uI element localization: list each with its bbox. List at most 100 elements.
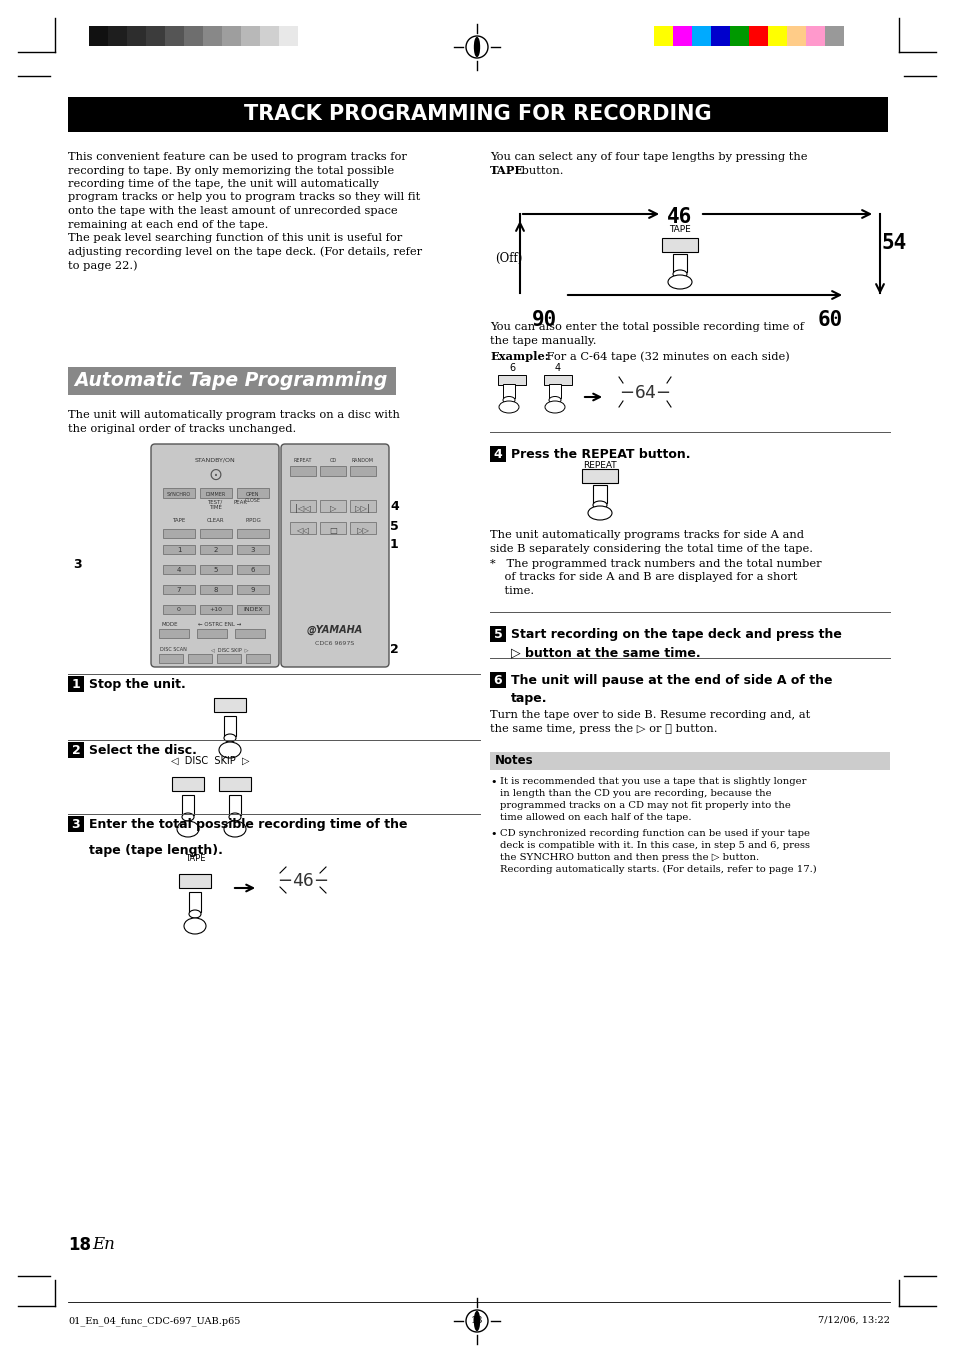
Text: to page 22.): to page 22.) — [68, 259, 137, 270]
Bar — [68, 816, 84, 832]
Text: $-$64$-$: $-$64$-$ — [618, 384, 670, 403]
Bar — [490, 753, 889, 770]
Ellipse shape — [474, 1312, 479, 1331]
Bar — [196, 630, 227, 638]
Text: button.: button. — [517, 166, 563, 176]
Bar — [222, 26, 241, 46]
Ellipse shape — [593, 501, 606, 509]
Bar — [543, 376, 572, 385]
Text: DIMMER: DIMMER — [206, 492, 226, 497]
Text: Stop the unit.: Stop the unit. — [89, 678, 186, 690]
Bar — [216, 654, 241, 663]
Text: P.PDG: P.PDG — [245, 517, 261, 523]
Text: TAPE: TAPE — [490, 166, 523, 177]
Text: MODE: MODE — [162, 621, 178, 627]
Text: This convenient feature can be used to program tracks for: This convenient feature can be used to p… — [68, 153, 406, 162]
Text: 4: 4 — [390, 500, 398, 513]
Bar — [200, 488, 232, 499]
Bar — [182, 794, 193, 815]
Bar — [497, 376, 525, 385]
Bar — [236, 605, 269, 613]
Bar — [260, 26, 278, 46]
Bar — [490, 626, 505, 642]
Text: of tracks for side A and B are displayed for a short: of tracks for side A and B are displayed… — [490, 573, 797, 582]
Bar — [290, 500, 315, 512]
Text: remaining at each end of the tape.: remaining at each end of the tape. — [68, 219, 268, 230]
Text: 01_En_04_func_CDC-697_UAB.p65: 01_En_04_func_CDC-697_UAB.p65 — [68, 1316, 240, 1325]
Text: 54: 54 — [882, 232, 906, 253]
Text: the tape manually.: the tape manually. — [490, 335, 596, 346]
Bar — [179, 874, 211, 888]
Text: 3: 3 — [71, 817, 80, 831]
Text: SYNCHRO: SYNCHRO — [167, 492, 191, 497]
Bar — [661, 238, 698, 253]
Bar — [200, 544, 232, 554]
Bar — [236, 488, 269, 499]
Bar — [654, 26, 672, 46]
Text: CDC6 9697S: CDC6 9697S — [315, 640, 355, 646]
Text: TAPE: TAPE — [172, 517, 186, 523]
Text: □: □ — [329, 526, 336, 535]
Text: |◁◁: |◁◁ — [294, 504, 311, 513]
Text: time allowed on each half of the tape.: time allowed on each half of the tape. — [499, 813, 691, 821]
Bar — [219, 777, 251, 790]
Bar — [200, 530, 232, 538]
Ellipse shape — [182, 813, 193, 821]
Text: 90: 90 — [532, 309, 558, 330]
Bar — [502, 384, 515, 399]
Bar — [159, 630, 189, 638]
Ellipse shape — [667, 276, 691, 289]
Text: You can select any of four tape lengths by pressing the: You can select any of four tape lengths … — [490, 153, 806, 162]
Bar — [672, 26, 691, 46]
Bar — [68, 742, 84, 758]
Text: TEST/: TEST/ — [207, 500, 222, 505]
Text: ◁  DISC  SKIP  ▷: ◁ DISC SKIP ▷ — [171, 757, 249, 766]
Text: 6: 6 — [493, 674, 502, 686]
Text: 3: 3 — [73, 558, 82, 571]
Ellipse shape — [184, 917, 206, 934]
Text: 1: 1 — [176, 547, 181, 553]
Text: ▷▷|: ▷▷| — [355, 504, 371, 513]
Text: Notes: Notes — [495, 754, 533, 766]
Text: REPEAT: REPEAT — [294, 458, 312, 463]
Text: 8: 8 — [213, 586, 218, 593]
Bar — [729, 26, 748, 46]
Ellipse shape — [229, 813, 241, 821]
Ellipse shape — [587, 507, 612, 520]
Ellipse shape — [544, 401, 564, 413]
Text: the same time, press the ▷ or ⏸ button.: the same time, press the ▷ or ⏸ button. — [490, 724, 717, 734]
Text: recording to tape. By only memorizing the total possible: recording to tape. By only memorizing th… — [68, 166, 394, 176]
Text: *   The programmed track numbers and the total number: * The programmed track numbers and the t… — [490, 559, 821, 569]
Text: 1: 1 — [71, 677, 80, 690]
Text: Example:: Example: — [490, 351, 548, 362]
Text: $-$46$-$: $-$46$-$ — [276, 871, 329, 890]
Bar — [68, 97, 887, 132]
Text: the SYNCHRO button and then press the ▷ button.: the SYNCHRO button and then press the ▷ … — [499, 852, 759, 862]
Bar — [213, 698, 246, 712]
Ellipse shape — [224, 821, 246, 838]
Bar — [236, 585, 269, 594]
Bar — [68, 367, 395, 394]
Text: Recording automatically starts. (For details, refer to page 17.): Recording automatically starts. (For det… — [499, 865, 816, 874]
Text: ▷ button at the same time.: ▷ button at the same time. — [511, 646, 700, 659]
Text: tape (tape length).: tape (tape length). — [89, 844, 223, 857]
Text: Select the disc.: Select the disc. — [89, 744, 196, 757]
Text: tape.: tape. — [511, 692, 547, 705]
Text: REPEAT: REPEAT — [582, 461, 617, 470]
Text: (Off): (Off) — [495, 251, 522, 265]
Text: ▷: ▷ — [330, 504, 335, 513]
Text: 7/12/06, 13:22: 7/12/06, 13:22 — [817, 1316, 889, 1325]
Bar — [246, 654, 270, 663]
Bar — [548, 384, 560, 399]
Text: Enter the total possible recording time of the: Enter the total possible recording time … — [89, 817, 407, 831]
Bar — [203, 26, 222, 46]
Bar — [224, 716, 235, 736]
Bar — [290, 521, 315, 534]
Bar — [189, 892, 201, 912]
Text: programmed tracks on a CD may not fit properly into the: programmed tracks on a CD may not fit pr… — [499, 801, 790, 811]
Text: 9: 9 — [251, 586, 255, 593]
Bar — [581, 469, 618, 484]
Text: ⊙: ⊙ — [208, 466, 222, 484]
Text: You can also enter the total possible recording time of: You can also enter the total possible re… — [490, 322, 803, 332]
Bar — [146, 26, 165, 46]
